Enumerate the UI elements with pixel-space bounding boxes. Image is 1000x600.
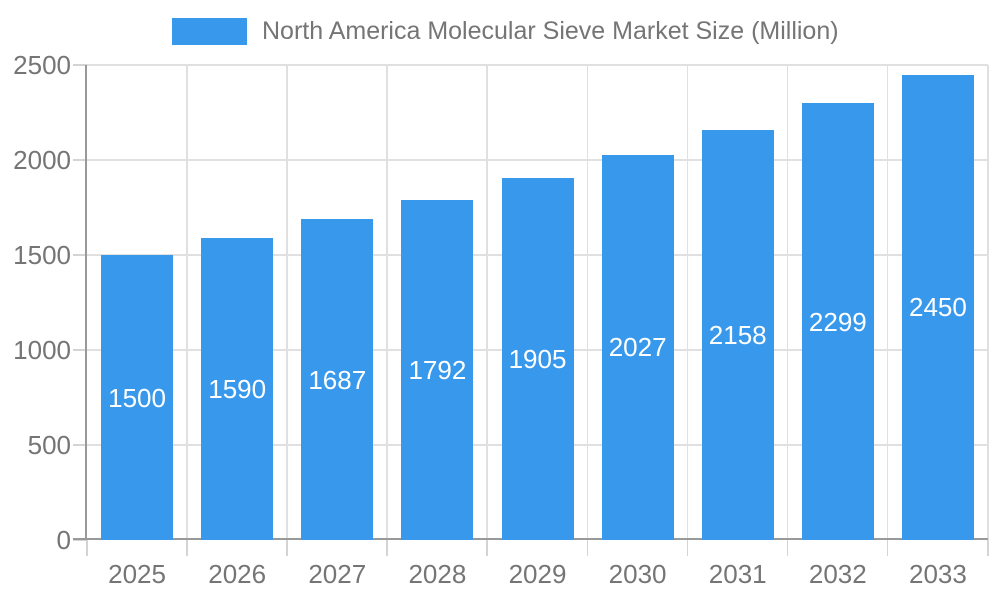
x-tick-label-2033: 2033 (909, 559, 967, 589)
v-gridline (686, 65, 689, 540)
v-gridline (286, 65, 288, 540)
y-axis-tick (73, 64, 87, 66)
bar-2027[interactable]: 1687 (301, 219, 374, 540)
bar-value-label: 1500 (108, 382, 166, 413)
y-tick-label: 1000 (13, 335, 71, 365)
x-axis-tick (286, 540, 288, 556)
y-tick-label: 2500 (13, 50, 71, 80)
bar-value-label: 1687 (308, 364, 367, 395)
x-axis-tick (786, 540, 789, 556)
v-gridline (386, 65, 388, 540)
y-tick-label: 1500 (13, 240, 71, 270)
x-axis-tick (386, 540, 388, 556)
legend[interactable]: North America Molecular Sieve Market Siz… (172, 16, 839, 46)
v-gridline (186, 65, 188, 540)
bar-value-label: 1905 (508, 344, 567, 375)
bar-2031[interactable]: 2158 (701, 129, 774, 540)
bar-2029[interactable]: 1905 (501, 178, 574, 540)
legend-swatch (172, 17, 247, 45)
bar-value-label: 2158 (708, 319, 767, 350)
bar-value-label: 1792 (408, 354, 467, 385)
h-gridline (87, 159, 988, 161)
v-gridline (786, 65, 789, 540)
x-tick-label-2031: 2031 (708, 559, 767, 589)
bar-2033[interactable]: 2450 (901, 74, 974, 540)
v-gridline (586, 65, 589, 540)
x-axis-tick (86, 540, 88, 556)
y-axis-line (85, 65, 87, 540)
y-axis-tick (73, 254, 87, 256)
y-axis-tick (73, 349, 87, 351)
bar-value-label: 2450 (909, 292, 967, 323)
y-axis-tick (73, 444, 87, 446)
h-gridline (87, 64, 988, 66)
bar-2030[interactable]: 2027 (601, 154, 674, 540)
x-tick-label-2032: 2032 (808, 559, 867, 589)
bar-2026[interactable]: 1590 (201, 237, 274, 540)
bar-2028[interactable]: 1792 (401, 199, 474, 540)
x-tick-label-2027: 2027 (308, 559, 367, 589)
v-gridline (886, 65, 889, 540)
y-axis-tick (73, 159, 87, 161)
y-tick-label: 500 (27, 430, 71, 460)
x-tick-label-2030: 2030 (608, 559, 667, 589)
x-axis-tick (186, 540, 188, 556)
x-axis-tick (886, 540, 889, 556)
bar-value-label: 1590 (208, 373, 267, 404)
bar-2032[interactable]: 2299 (801, 103, 874, 540)
bar-2025[interactable]: 1500 (101, 255, 174, 540)
y-tick-label: 0 (56, 525, 71, 555)
x-tick-label-2029: 2029 (508, 559, 567, 589)
bar-value-label: 2027 (608, 332, 667, 363)
x-axis-tick (987, 540, 989, 556)
x-axis-tick (686, 540, 689, 556)
bar-value-label: 2299 (808, 306, 867, 337)
y-tick-label: 2000 (13, 145, 71, 175)
v-gridline (486, 65, 488, 540)
v-gridline (987, 65, 989, 540)
x-tick-label-2026: 2026 (208, 559, 267, 589)
x-axis-tick (586, 540, 589, 556)
x-tick-label-2025: 2025 (108, 559, 166, 589)
x-axis-tick (486, 540, 488, 556)
x-tick-label-2028: 2028 (408, 559, 467, 589)
legend-label: North America Molecular Sieve Market Siz… (262, 17, 839, 45)
